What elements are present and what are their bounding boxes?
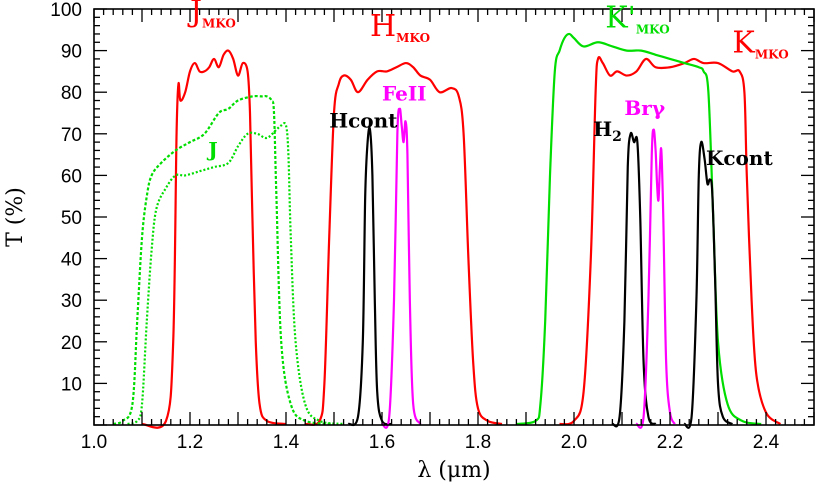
filter-label-j: J xyxy=(206,138,217,162)
y-tick-label: 40 xyxy=(61,250,82,271)
series-line-h2-8 xyxy=(611,131,657,428)
y-tick-label: 70 xyxy=(61,125,82,146)
y-axis-title: T (%) xyxy=(3,187,28,247)
y-tick-label: 100 xyxy=(50,0,82,21)
series-line-kmko-2 xyxy=(559,56,782,426)
x-tick-label: 2.0 xyxy=(561,432,587,453)
series-line-kcont-10 xyxy=(683,140,734,429)
y-tick-label: 50 xyxy=(61,208,82,229)
x-tick-label: 2.4 xyxy=(753,432,780,453)
filter-label-feii: FeII xyxy=(382,82,427,106)
y-tick-label: 20 xyxy=(61,333,82,354)
series-line-br-9 xyxy=(635,128,676,429)
filter-label-hcont: Hcont xyxy=(329,109,398,133)
series-line-hmko-1 xyxy=(304,61,503,426)
x-axis-title: λ (μm) xyxy=(417,458,490,483)
x-tick-label: 2.2 xyxy=(657,432,683,453)
x-tick-label: 1.0 xyxy=(81,432,107,453)
filter-label-kmko: KMKO xyxy=(732,26,788,62)
series-line-feii-7 xyxy=(380,107,422,429)
x-tick-label: 1.6 xyxy=(369,432,395,453)
y-tick-label: 90 xyxy=(61,42,82,63)
series-line-jmko-0 xyxy=(141,49,287,429)
series-line-hcont-6 xyxy=(347,126,392,427)
y-tick-label: 60 xyxy=(61,166,82,187)
filter-label-hmko: HMKO xyxy=(370,9,430,45)
series-line-j-5 xyxy=(127,122,344,426)
filter-label-kcont: Kcont xyxy=(706,146,773,170)
curves-layer xyxy=(112,32,782,429)
y-tick-label: 10 xyxy=(61,374,82,395)
ticks-layer: 1.0 1.2 1.4 1.6 1.8 2.0 2.2 2.4 10 20 30 40 50 60 70 80… xyxy=(50,0,815,453)
filter-label-brg: Brγ xyxy=(624,96,665,120)
x-tick-label: 1.2 xyxy=(177,432,203,453)
filter-label-h2: H2 xyxy=(593,117,622,145)
series-line-kmko-3 xyxy=(516,32,762,426)
y-tick-label: 30 xyxy=(61,291,82,312)
series-line-j-4 xyxy=(112,94,335,426)
filter-label-jmko: JMKO xyxy=(187,0,236,30)
y-tick-label: 80 xyxy=(61,83,82,104)
filter-label-kprime: K'MKO xyxy=(605,1,670,37)
x-tick-label: 1.8 xyxy=(465,432,491,453)
x-tick-label: 1.4 xyxy=(273,432,300,453)
